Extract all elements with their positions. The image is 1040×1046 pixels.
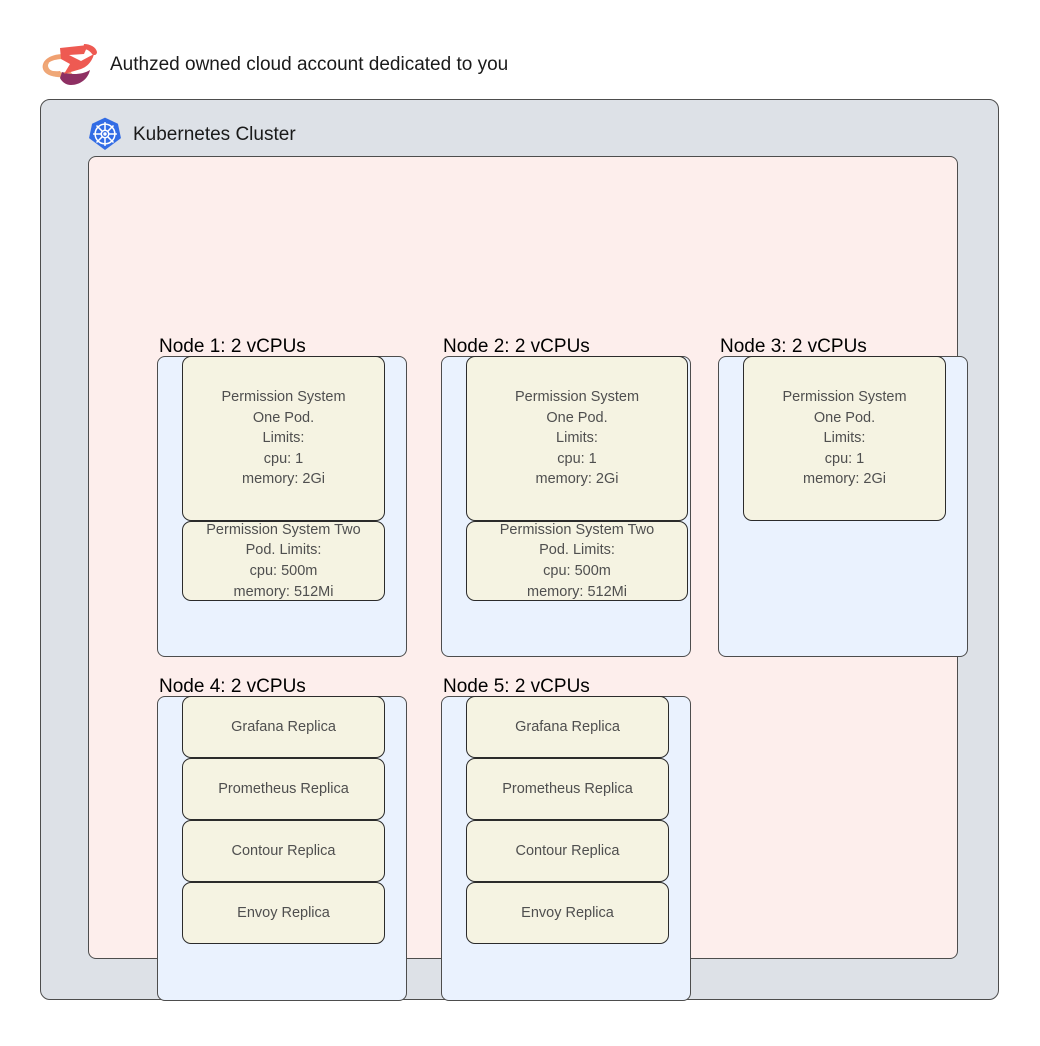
pod-grafana-replica[interactable]: Grafana Replica: [466, 696, 669, 758]
node-5-label: Node 5: 2 vCPUs: [443, 675, 590, 697]
pod-line: Prometheus Replica: [218, 780, 349, 797]
pod-contour-replica[interactable]: Contour Replica: [466, 820, 669, 882]
account-header-title: Authzed owned cloud account dedicated to…: [110, 53, 509, 75]
pod-line: cpu: 1: [557, 450, 597, 467]
pod-line: memory: 512Mi: [527, 583, 627, 600]
pod-grafana-replica[interactable]: Grafana Replica: [182, 696, 385, 758]
pod-line: Grafana Replica: [515, 718, 620, 735]
pod-line: Pod. Limits:: [539, 542, 615, 559]
pod-line: Permission System: [221, 389, 346, 406]
pod-line: Grafana Replica: [231, 718, 336, 735]
node-4-label: Node 4: 2 vCPUs: [159, 675, 306, 697]
pod-permission-system-two[interactable]: Permission System Two Pod. Limits: cpu: …: [466, 521, 688, 601]
pod-line: Contour Replica: [231, 842, 336, 859]
node-1-pod-stack: Permission System One Pod. Limits: cpu: …: [182, 356, 385, 601]
pod-line: Limits:: [556, 430, 598, 447]
pod-line: Contour Replica: [515, 842, 620, 859]
pod-prometheus-replica[interactable]: Prometheus Replica: [182, 758, 385, 820]
pod-line: memory: 512Mi: [233, 583, 334, 600]
node-3[interactable]: Node 3: 2 vCPUs Permission System One Po…: [718, 336, 968, 657]
pod-line: memory: 2Gi: [803, 471, 886, 488]
pod-line: cpu: 500m: [543, 563, 611, 579]
node-4[interactable]: Node 4: 2 vCPUs Grafana Replica Promethe…: [157, 676, 407, 1001]
pod-line: cpu: 1: [263, 450, 304, 467]
pod-permission-system-two[interactable]: Permission System Two Pod. Limits: cpu: …: [182, 521, 385, 601]
pod-line: memory: 2Gi: [242, 471, 325, 488]
node-2-pod-stack: Permission System One Pod. Limits: cpu: …: [466, 356, 688, 601]
node-5-pod-stack: Grafana Replica Prometheus Replica Conto…: [466, 696, 669, 944]
pod-line: cpu: 1: [824, 450, 865, 467]
pod-line: memory: 2Gi: [535, 471, 619, 488]
pod-line: One Pod.: [546, 409, 608, 426]
node-2[interactable]: Node 2: 2 vCPUs Permission System One Po…: [441, 336, 691, 657]
pod-line: Limits:: [823, 430, 866, 447]
pod-line: Permission System: [782, 389, 907, 406]
pod-envoy-replica[interactable]: Envoy Replica: [182, 882, 385, 944]
node-1[interactable]: Node 1: 2 vCPUs Permission System One Po…: [157, 336, 407, 657]
pod-line: cpu: 500m: [249, 563, 318, 579]
pod-line: One Pod.: [813, 409, 876, 426]
kubernetes-icon: [88, 117, 122, 151]
pod-permission-system-one[interactable]: Permission System One Pod. Limits: cpu: …: [743, 356, 946, 521]
authzed-logo-icon: [40, 42, 98, 86]
account-header: Authzed owned cloud account dedicated to…: [40, 42, 508, 86]
node-3-label: Node 3: 2 vCPUs: [720, 335, 867, 357]
pod-line: Envoy Replica: [521, 904, 614, 921]
pod-line: Pod. Limits:: [245, 542, 322, 559]
node-2-label: Node 2: 2 vCPUs: [443, 335, 590, 357]
pod-contour-replica[interactable]: Contour Replica: [182, 820, 385, 882]
node-3-pod-stack: Permission System One Pod. Limits: cpu: …: [743, 356, 946, 521]
pod-line: One Pod.: [252, 409, 315, 426]
node-4-pod-stack: Grafana Replica Prometheus Replica Conto…: [182, 696, 385, 944]
pod-permission-system-one[interactable]: Permission System One Pod. Limits: cpu: …: [182, 356, 385, 521]
node-5[interactable]: Node 5: 2 vCPUs Grafana Replica Promethe…: [441, 676, 691, 1001]
pod-envoy-replica[interactable]: Envoy Replica: [466, 882, 669, 944]
cloud-account-panel: Kubernetes Cluster Node 1: 2 vCPUs Permi…: [40, 99, 999, 1001]
pod-line: Permission System Two: [499, 521, 655, 538]
node-1-label: Node 1: 2 vCPUs: [159, 335, 306, 357]
cluster-header: Kubernetes Cluster: [88, 117, 296, 151]
pod-line: Prometheus Replica: [502, 780, 633, 797]
pod-permission-system-one[interactable]: Permission System One Pod. Limits: cpu: …: [466, 356, 688, 521]
pod-line: Envoy Replica: [237, 904, 330, 921]
cluster-title: Kubernetes Cluster: [133, 123, 296, 145]
pod-line: Limits:: [262, 430, 305, 447]
pod-line: Permission System Two: [206, 521, 361, 538]
pod-prometheus-replica[interactable]: Prometheus Replica: [466, 758, 669, 820]
pod-line: Permission System: [514, 389, 640, 406]
